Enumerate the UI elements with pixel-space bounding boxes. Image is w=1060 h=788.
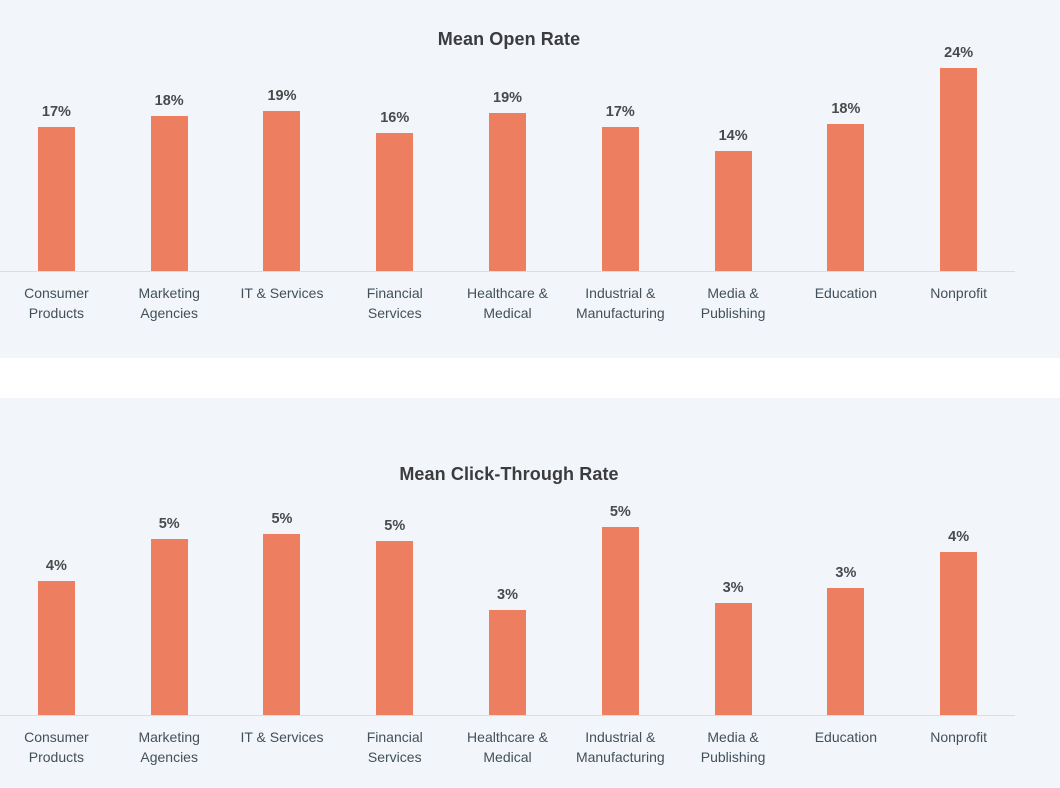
bar-slot: 5%	[338, 518, 451, 715]
category-label: Media & Publishing	[700, 729, 766, 765]
bar-value-label: 24%	[944, 45, 974, 61]
bar-slot: 19%	[226, 88, 339, 271]
category-label: IT & Services	[240, 729, 324, 745]
bar-value-label: 16%	[380, 110, 410, 126]
click-through-chart-panel: Mean Click-Through Rate 4% 5% 5% 5% 3% 5% 3% 3%…	[0, 398, 1060, 788]
bar-value-label: 18%	[154, 93, 184, 109]
category-label: Nonprofit	[930, 729, 988, 745]
bar-value-label: 4%	[45, 558, 67, 574]
bar-value-label: 19%	[267, 88, 297, 104]
category-label: Consumer Products	[24, 729, 89, 765]
bar-slot: 18%	[789, 101, 902, 271]
bar-slot: 5%	[113, 516, 226, 715]
bar	[263, 534, 301, 715]
bar-value-label: 18%	[831, 101, 861, 117]
open-rate-chart-panel: Mean Open Rate 17% 18% 19% 16% 19% 17% 14% 18% 2…	[0, 0, 1060, 358]
bar-slot: 14%	[677, 128, 790, 271]
bar-value-label: 5%	[609, 504, 631, 520]
bar	[263, 111, 301, 271]
bar	[150, 116, 188, 271]
bar-slot: 17%	[0, 104, 113, 271]
bar	[601, 527, 639, 715]
bar	[940, 68, 978, 271]
category-label: Healthcare & Medical	[467, 285, 548, 321]
open-rate-plot-area: 17% 18% 19% 16% 19% 17% 14% 18% 24%	[0, 0, 1015, 272]
bar	[150, 539, 188, 715]
bar-value-label: 3%	[722, 580, 744, 596]
bar	[940, 552, 978, 715]
bar-slot: 5%	[226, 511, 339, 715]
category-label: Marketing Agencies	[138, 729, 200, 765]
bar	[601, 127, 639, 271]
bar-value-label: 17%	[41, 104, 71, 120]
bar-slot: 5%	[564, 504, 677, 715]
category-label: Nonprofit	[930, 285, 988, 301]
bar-value-label: 14%	[718, 128, 748, 144]
bar-value-label: 19%	[493, 90, 523, 106]
click-through-chart-title: Mean Click-Through Rate	[399, 463, 619, 484]
category-label: Marketing Agencies	[138, 285, 200, 321]
category-label: Healthcare & Medical	[467, 729, 548, 765]
bar-slot: 17%	[564, 104, 677, 271]
click-through-plot-area: 4% 5% 5% 5% 3% 5% 3% 3% 4%	[0, 398, 1015, 716]
bar-slot: 4%	[0, 558, 113, 715]
bar-slot: 19%	[451, 90, 564, 271]
category-label: Financial Services	[366, 285, 423, 321]
category-label: Industrial & Manufacturing	[575, 729, 665, 765]
bar-slot: 3%	[677, 580, 790, 715]
category-label: Media & Publishing	[700, 285, 766, 321]
category-label: Consumer Products	[24, 285, 89, 321]
bar	[37, 581, 75, 715]
bar	[714, 603, 752, 715]
bar-value-label: 5%	[271, 511, 293, 527]
category-label: Industrial & Manufacturing	[575, 285, 665, 321]
bar	[714, 151, 752, 271]
category-label: Financial Services	[366, 729, 423, 765]
bar-value-label: 3%	[497, 587, 518, 603]
bar	[37, 127, 75, 271]
bar-slot: 3%	[451, 587, 564, 715]
bar-value-label: 3%	[835, 565, 857, 581]
category-label: Education	[814, 285, 877, 301]
click-through-category-axis: Consumer Products Marketing Agencies IT & …	[0, 727, 1015, 767]
bar-slot: 24%	[902, 45, 1015, 271]
bar-slot: 3%	[789, 565, 902, 715]
bar-value-label: 5%	[158, 516, 180, 532]
bar-value-label: 5%	[384, 518, 406, 534]
bar-value-label: 4%	[948, 529, 970, 545]
open-rate-chart-title: Mean Open Rate	[437, 28, 581, 49]
bar	[376, 133, 414, 271]
open-rate-category-axis: Consumer Products Marketing Agencies IT & …	[0, 283, 1015, 323]
category-label: IT & Services	[240, 285, 324, 301]
bar-slot: 4%	[902, 529, 1015, 715]
category-label: Education	[814, 729, 877, 745]
bar	[489, 113, 527, 271]
bar	[489, 610, 527, 715]
bar	[827, 124, 865, 271]
bar-slot: 16%	[338, 110, 451, 271]
bar	[827, 588, 865, 715]
bar-slot: 18%	[113, 93, 226, 271]
bar	[376, 541, 414, 715]
bar-value-label: 17%	[605, 104, 635, 120]
